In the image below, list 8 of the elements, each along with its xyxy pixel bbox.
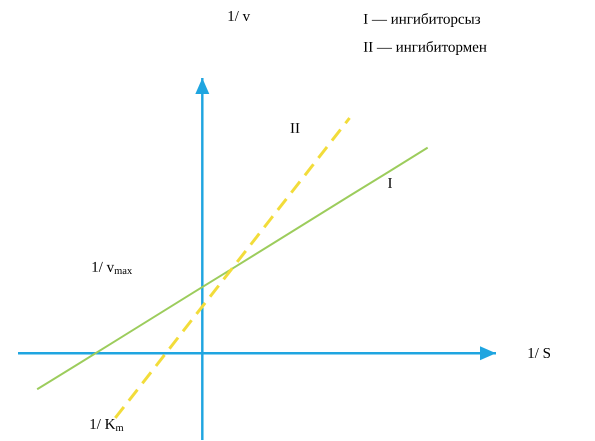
text: 1/ S (528, 348, 550, 358)
annotation: 1/ v$_{max}$ (92, 262, 132, 274)
series-label: I (388, 178, 392, 188)
text: II — ингибитормен (364, 41, 487, 55)
text: 1/ K$_{m}$ (90, 418, 124, 432)
text: I — ингибиторсыз (364, 13, 480, 27)
text: 1/ v (228, 10, 250, 22)
text: II (290, 123, 300, 133)
